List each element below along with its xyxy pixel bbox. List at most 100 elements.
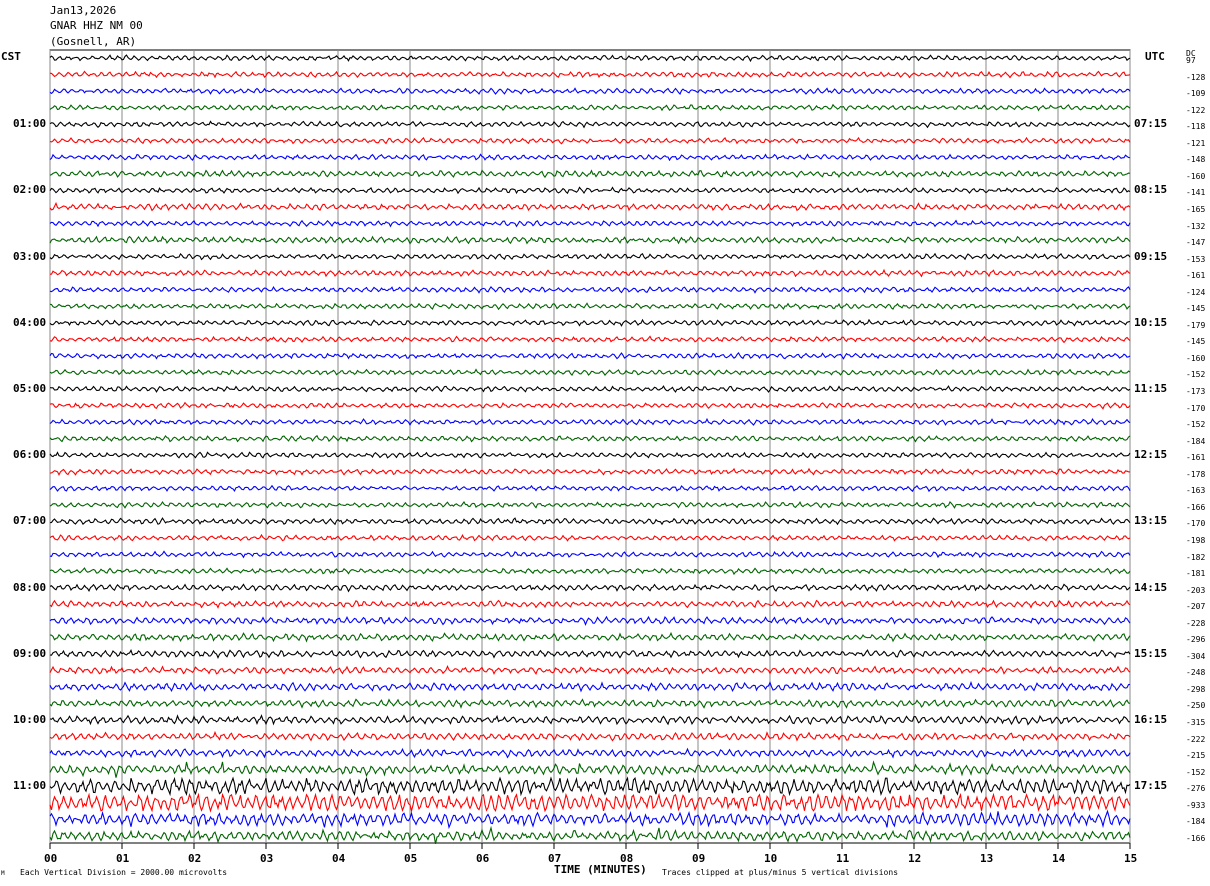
trace-27 — [49, 484, 1131, 493]
dc-offset-label: -163 — [1186, 486, 1206, 496]
left-hour-label: 03:00 — [13, 249, 47, 263]
dc-offset-label: -181 — [1186, 569, 1206, 579]
dc-offset-label: -165 — [1186, 204, 1206, 214]
trace-35 — [49, 615, 1131, 626]
x-tick-label: 09 — [692, 852, 706, 865]
dc-offset-label: -152 — [1186, 767, 1206, 777]
trace-47 — [49, 809, 1131, 830]
dc-offset-label: -933 — [1186, 800, 1206, 810]
x-axis-title: TIME (MINUTES) — [554, 863, 647, 876]
seismic-traces — [49, 54, 1131, 845]
dc-offset-label: -166 — [1186, 833, 1206, 843]
dc-offset-label: -228 — [1186, 618, 1206, 628]
trace-46 — [49, 792, 1131, 813]
trace-14 — [49, 268, 1131, 278]
dc-offset-label: -122 — [1186, 105, 1206, 115]
trace-38 — [49, 665, 1131, 676]
trace-1 — [49, 54, 1131, 63]
x-tick-label: 15 — [1124, 852, 1138, 865]
dc-offset-label: -145 — [1186, 337, 1206, 347]
trace-18 — [49, 335, 1131, 344]
trace-45 — [49, 776, 1131, 797]
trace-26 — [49, 467, 1131, 477]
x-tick-label: 14 — [1052, 852, 1066, 865]
trace-12 — [49, 235, 1131, 245]
trace-30 — [49, 533, 1131, 542]
scale-note: Each Vertical Division = 2000.00 microvo… — [20, 868, 228, 877]
trace-20 — [49, 368, 1131, 377]
right-hour-label: 14:15 — [1134, 580, 1168, 594]
dc-offset-label: -173 — [1186, 387, 1206, 396]
dc-offset-label: -160 — [1186, 171, 1206, 181]
trace-4 — [49, 103, 1131, 112]
trace-21 — [49, 385, 1131, 393]
left-hour-label: 09:00 — [13, 646, 47, 660]
x-tick-label: 12 — [908, 852, 922, 865]
dc-offset-label: -145 — [1186, 304, 1206, 314]
x-tick-label: 05 — [404, 852, 418, 865]
dc-offset-label: -207 — [1186, 602, 1206, 612]
right-hour-label: 16:15 — [1134, 713, 1168, 726]
trace-25 — [49, 451, 1131, 459]
trace-31 — [49, 550, 1131, 559]
dc-label: DC — [1186, 49, 1196, 58]
right-hour-label: 10:15 — [1134, 315, 1168, 329]
dc-offset-label: -161 — [1186, 271, 1206, 281]
dc-offset-label: -182 — [1186, 552, 1206, 562]
x-tick-label: 01 — [116, 852, 130, 865]
dc-offset-label: -170 — [1186, 519, 1206, 529]
dc-offset-label: -161 — [1186, 453, 1206, 463]
dc-offset-label: -198 — [1186, 535, 1206, 545]
dc-offset-label: -132 — [1186, 221, 1206, 231]
small-mark: M — [1, 870, 5, 877]
trace-11 — [49, 219, 1131, 228]
dc-offset-label: -296 — [1186, 635, 1206, 645]
x-tick-label: 02 — [188, 852, 202, 865]
dc-offset-label: -248 — [1186, 668, 1206, 678]
left-timezone: CST — [1, 50, 21, 63]
right-hour-label: 15:15 — [1134, 646, 1168, 660]
dc-offset-label: 97 — [1186, 56, 1196, 65]
left-hour-label: 05:00 — [13, 382, 47, 395]
dc-offset-label: -109 — [1186, 89, 1206, 99]
trace-43 — [49, 747, 1131, 759]
left-hour-label: 07:00 — [13, 514, 47, 528]
right-hour-label: 13:15 — [1134, 514, 1168, 528]
right-hour-label: 11:15 — [1134, 382, 1168, 395]
plot-frame — [49, 49, 1131, 844]
dc-offset-label: -166 — [1186, 502, 1206, 512]
right-timezone: UTC — [1145, 50, 1165, 63]
dc-offset-label: -184 — [1186, 817, 1206, 827]
dc-offset-label: -203 — [1186, 585, 1206, 595]
dc-offset-label: -152 — [1186, 420, 1206, 430]
x-tick-label: 08 — [620, 852, 634, 865]
left-hour-label: 01:00 — [13, 117, 47, 131]
trace-6 — [49, 136, 1131, 145]
dc-offset-label: -153 — [1186, 254, 1206, 264]
header-location: (Gosnell, AR) — [50, 35, 137, 48]
trace-39 — [49, 680, 1131, 693]
left-hour-label: 10:00 — [13, 713, 47, 726]
trace-7 — [49, 153, 1131, 162]
left-hour-label: 02:00 — [13, 183, 47, 197]
trace-5 — [49, 120, 1131, 129]
trace-8 — [49, 169, 1131, 179]
dc-offset-label: -215 — [1186, 751, 1206, 761]
trace-23 — [49, 417, 1131, 427]
right-hour-label: 08:15 — [1134, 183, 1168, 197]
trace-19 — [49, 351, 1131, 360]
trace-15 — [49, 285, 1131, 294]
trace-29 — [49, 517, 1131, 526]
dc-offset-label: -276 — [1186, 784, 1206, 794]
x-tick-label: 03 — [260, 852, 274, 865]
trace-34 — [49, 599, 1131, 609]
header-station: GNAR HHZ NM 00 — [50, 19, 143, 32]
dc-offset-label: -222 — [1186, 734, 1206, 744]
trace-2 — [49, 70, 1131, 79]
dc-offset-label: -160 — [1186, 353, 1206, 363]
x-tick-label: 13 — [980, 852, 994, 865]
header-date: Jan13,2026 — [50, 4, 117, 17]
trace-17 — [49, 318, 1131, 327]
dc-offset-label: -152 — [1186, 370, 1206, 380]
